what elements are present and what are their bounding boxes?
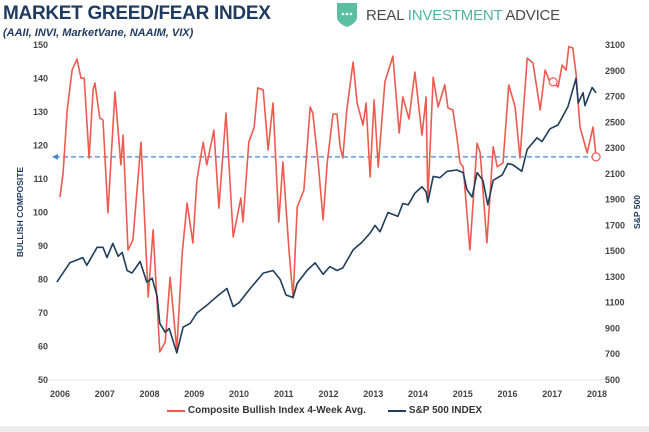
y-tick-label-left: 150 [33,40,48,50]
legend-label-composite: Composite Bullish Index 4-Week Avg. [187,405,366,416]
arrow-left-icon [52,153,58,160]
y-tick-label-right: 900 [605,323,620,333]
shield-chat-icon [337,3,357,27]
y-tick-label-right: 1900 [605,195,625,205]
x-tick-label: 2007 [95,389,115,399]
x-tick-label: 2011 [274,389,294,399]
y-tick-label-left: 90 [38,241,48,251]
legend-item-composite: Composite Bullish Index 4-Week Avg. [166,405,366,416]
x-tick-label: 2018 [587,389,607,399]
y-tick-label-left: 140 [33,74,48,84]
brand-word-investment: INVESTMENT [407,6,503,24]
brand-word-real: REAL [366,6,404,24]
brand-logo: REAL INVESTMENT ADVICE [336,2,560,28]
y-tick-label-right: 1500 [605,246,625,256]
legend-item-sp500: S&P 500 INDEX [387,405,483,416]
y-tick-label-right: 2700 [605,92,625,102]
y-tick-label-left: 60 [38,342,48,352]
y-tick-label-right: 1300 [605,272,625,282]
chart-title: MARKET GREED/FEAR INDEX [3,3,271,24]
legend: Composite Bullish Index 4-Week Avg. S&P … [0,405,649,416]
x-tick-label: 2009 [184,389,204,399]
y-axis-title-left: BULLISH COMPOSITE [15,167,25,258]
y-tick-label-left: 110 [33,174,48,184]
x-tick-label: 2014 [408,389,428,399]
x-tick-label: 2015 [453,389,473,399]
footer-band [0,426,649,432]
x-tick-label: 2012 [318,389,338,399]
x-tick-label: 2006 [50,389,70,399]
y-tick-label-right: 1700 [605,220,625,230]
y-axis-title-right: S&P 500 [632,195,642,229]
y-tick-label-left: 50 [38,375,48,385]
y-tick-label-right: 3100 [605,40,625,50]
y-tick-label-right: 500 [605,375,620,385]
composite-bullish-line [59,45,597,353]
brand-name: REAL INVESTMENT ADVICE [366,7,560,24]
legend-label-sp500: S&P 500 INDEX [408,405,483,416]
y-tick-label-right: 2100 [605,169,625,179]
brand-word-advice: ADVICE [505,6,560,24]
y-tick-label-left: 100 [33,208,48,218]
y-tick-label-right: 700 [605,349,620,359]
legend-swatch-composite [166,409,185,412]
y-tick-label-left: 120 [33,141,48,151]
x-tick-label: 2017 [542,389,562,399]
y-tick-label-right: 1100 [605,298,625,308]
y-tick-label-left: 130 [33,107,48,117]
x-tick-label: 2013 [363,389,383,399]
y-tick-label-left: 80 [38,275,48,285]
y-tick-label-left: 70 [38,308,48,318]
y-tick-label-right: 2500 [605,117,625,127]
legend-swatch-sp500 [387,409,406,412]
highlight-marker [591,152,601,162]
highlight-marker [548,77,558,87]
chart-subtitle: (AAII, INVI, MarketVane, NAAIM, VIX) [3,27,194,39]
x-tick-label: 2016 [497,389,517,399]
sp500-line [56,77,597,354]
x-tick-label: 2008 [139,389,159,399]
x-tick-label: 2010 [229,389,249,399]
y-tick-label-right: 2900 [605,66,625,76]
y-tick-label-right: 2300 [605,143,625,153]
